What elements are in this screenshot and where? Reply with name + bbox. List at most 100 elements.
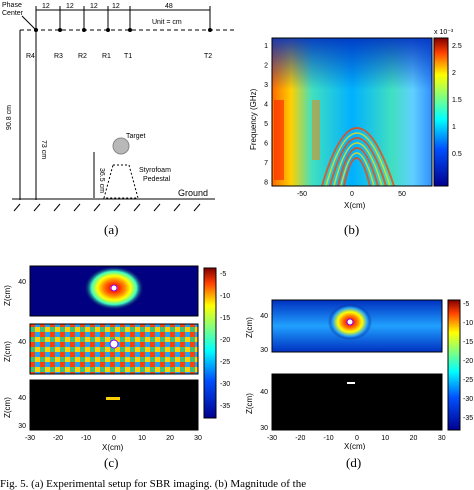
antenna-label: R4 — [26, 53, 35, 60]
x-tick-label: 0 — [350, 191, 354, 198]
colorbar-tick-label: -30 — [463, 396, 473, 403]
spacing-label: 12 — [42, 3, 50, 10]
y-tick-label: 30 — [260, 347, 268, 354]
sublabel-a: (a) — [104, 222, 119, 237]
colorbar-tick-label: -25 — [220, 359, 230, 366]
antenna-label: T1 — [124, 53, 132, 60]
phase-center-label: Phase — [2, 2, 22, 9]
svg-text:Pedestal: Pedestal — [143, 176, 171, 183]
spacing-label: 12 — [66, 3, 74, 10]
antenna-label: R3 — [54, 53, 63, 60]
y-tick-label: 40 — [18, 395, 26, 402]
colorbar-exponent: x 10⁻³ — [434, 29, 454, 36]
x-tick-label: 0 — [112, 435, 116, 442]
y-tick-label: 30 — [260, 425, 268, 432]
image-c-ylabel-top: Z(cm) — [3, 285, 12, 306]
y-tick-label: 6 — [264, 141, 268, 148]
colorbar-tick-label: -15 — [463, 339, 473, 346]
image-d-xlabel: X(cm) — [344, 442, 366, 450]
colorbar-tick-label: -10 — [463, 320, 473, 327]
x-tick-label: 20 — [166, 435, 174, 442]
image-d-bottom — [272, 374, 442, 430]
y-tick-label: 40 — [260, 313, 268, 320]
y-tick-label: 40 — [260, 389, 268, 396]
antenna-label: R2 — [78, 53, 87, 60]
spacing-label: 48 — [165, 3, 173, 10]
x-tick-label: -10 — [81, 435, 91, 442]
spectrogram: 1 2 3 4 5 6 7 8 -50 0 50 Frequency (GHz) X(cm) x … — [249, 29, 462, 210]
image-d-colorbar — [447, 299, 461, 431]
x-tick-label: -20 — [53, 435, 63, 442]
height-total-label: 90.8 cm — [6, 105, 13, 130]
colorbar-tick-label: 2.5 — [452, 43, 462, 50]
setup-diagram: Phase Center 12 12 12 12 48 Unit = cm R4… — [2, 2, 235, 212]
y-tick-label: 3 — [264, 82, 268, 89]
svg-text:Center: Center — [2, 10, 24, 17]
colorbar-tick-label: 1 — [452, 124, 456, 131]
spectrogram-panel: 1 2 3 4 5 6 7 8 -50 0 50 Frequency (GHz) X(cm) x … — [244, 0, 474, 215]
antenna-label: T2 — [204, 53, 212, 60]
x-tick-label: 0 — [355, 435, 359, 442]
height-pedestal-label: 36.5 cm — [98, 168, 105, 193]
colorbar-tick-label: -30 — [220, 381, 230, 388]
x-tick-label: -50 — [297, 191, 307, 198]
spacing-label: 12 — [90, 3, 98, 10]
y-tick-label: 7 — [264, 160, 268, 167]
height-mid-label: 73 cm — [40, 140, 47, 159]
x-tick-label: -30 — [25, 435, 35, 442]
sublabel-d: (d) — [346, 455, 362, 470]
colorbar-tick-label: -20 — [463, 358, 473, 365]
y-tick-label: 30 — [18, 423, 26, 430]
colorbar-tick-label: -5 — [463, 301, 469, 308]
colorbar-tick-label: -25 — [463, 377, 473, 384]
spectrogram-ylabel: Frequency (GHz) — [249, 88, 258, 150]
antenna-label: R1 — [102, 53, 111, 60]
image-stack-c: -30 -20 -10 0 10 20 30 40 40 40 30 X(cm) Z(cm) Z(… — [3, 265, 230, 452]
x-tick-label: 50 — [398, 191, 406, 198]
x-tick-label: 30 — [438, 435, 446, 442]
y-tick-label: 40 — [18, 339, 26, 346]
image-stack-c-panel: -30 -20 -10 0 10 20 30 40 40 40 30 X(cm) Z(cm) Z(… — [0, 262, 240, 452]
colorbar-tick-label: -20 — [220, 337, 230, 344]
image-c-bottom — [30, 380, 198, 430]
x-tick-label: -10 — [324, 435, 334, 442]
image-c-xlabel: X(cm) — [102, 443, 124, 452]
image-d-ylabel-bottom: Z(cm) — [245, 393, 254, 414]
image-d-ylabel-top: Z(cm) — [245, 317, 254, 338]
image-stack-d-panel: -30 -20 -10 0 10 20 30 40 30 40 30 X(cm) Z(cm) Z(… — [240, 290, 474, 451]
colorbar-tick-label: -35 — [463, 415, 473, 422]
image-stack-d: -30 -20 -10 0 10 20 30 40 30 40 30 X(cm) Z(cm) Z(… — [245, 299, 473, 451]
x-tick-label: 10 — [381, 435, 389, 442]
image-c-mid — [30, 324, 198, 374]
y-tick-label: 4 — [264, 102, 268, 109]
x-tick-label: -20 — [295, 435, 305, 442]
sublabel-b: (b) — [344, 222, 360, 237]
setup-diagram-panel: Phase Center 12 12 12 12 48 Unit = cm R4… — [0, 0, 240, 215]
unit-label: Unit = cm — [152, 19, 182, 26]
y-tick-label: 8 — [264, 180, 268, 187]
colorbar-tick-label: -15 — [220, 315, 230, 322]
figure-caption: Fig. 5. (a) Experimental setup for SBR i… — [0, 478, 307, 490]
pedestal-label: Styrofoam — [139, 167, 171, 174]
ground-label: Ground — [178, 188, 208, 198]
spectrogram-colorbar — [433, 37, 449, 187]
sublabel-c: (c) — [104, 455, 119, 470]
colorbar-tick-label: 1.5 — [452, 97, 462, 104]
image-c-colorbar — [203, 267, 217, 419]
x-tick-label: 10 — [138, 435, 146, 442]
colorbar-tick-label: -10 — [220, 293, 230, 300]
spectrogram-xlabel: X(cm) — [344, 201, 366, 210]
y-tick-label: 2 — [264, 63, 268, 70]
image-c-ylabel-bottom: Z(cm) — [3, 397, 12, 418]
colorbar-tick-label: 0.5 — [452, 151, 462, 158]
x-tick-label: -30 — [267, 435, 277, 442]
y-tick-label: 5 — [264, 121, 268, 128]
x-tick-label: 30 — [194, 435, 202, 442]
y-tick-label: 40 — [18, 279, 26, 286]
colorbar-tick-label: -5 — [220, 271, 226, 278]
target-label: Target — [126, 133, 146, 140]
y-tick-label: 1 — [264, 43, 268, 50]
image-c-ylabel-mid: Z(cm) — [3, 341, 12, 362]
x-tick-label: 20 — [410, 435, 418, 442]
spacing-label: 12 — [112, 3, 120, 10]
